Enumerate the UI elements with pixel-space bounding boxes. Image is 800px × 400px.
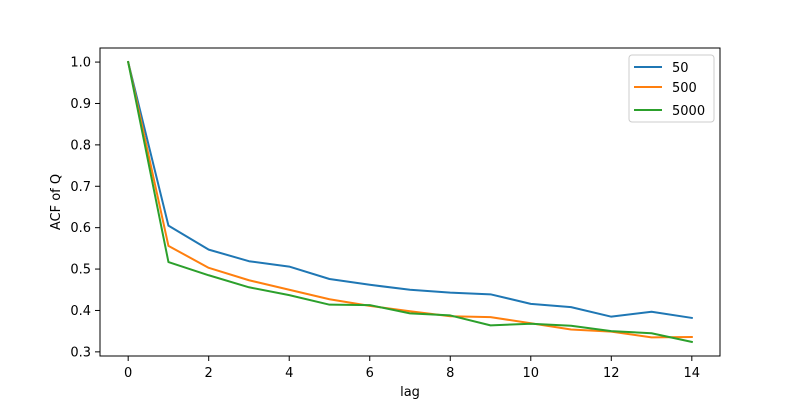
y-tick-label: 0.5 <box>70 263 91 278</box>
x-tick-label: 8 <box>446 366 454 381</box>
series-line-50 <box>126 60 693 320</box>
y-tick-label: 0.3 <box>70 345 91 360</box>
x-tick-label: 10 <box>523 366 540 381</box>
series-line-500 <box>126 60 693 339</box>
legend-label-5000: 5000 <box>672 104 705 119</box>
legend: 50 500 5000 <box>628 54 715 123</box>
x-tick-label: 12 <box>603 366 620 381</box>
x-tick-label: 0 <box>124 366 132 381</box>
legend-label-50: 50 <box>672 61 689 76</box>
y-tick-label: 0.6 <box>70 221 91 236</box>
y-tick-label: 0.8 <box>70 138 91 153</box>
y-axis-label: ACF of Q <box>49 174 64 230</box>
x-tick-label: 14 <box>684 366 701 381</box>
x-tick-label: 2 <box>205 366 213 381</box>
plot-frame <box>99 47 721 357</box>
legend-label-500: 500 <box>672 81 697 96</box>
x-tick-label: 6 <box>366 366 374 381</box>
y-tick-label: 0.4 <box>70 304 91 319</box>
legend-box <box>628 54 715 123</box>
series-layer <box>126 60 694 344</box>
y-tick-label: 0.9 <box>70 97 91 112</box>
x-axis-label: lag <box>400 385 420 400</box>
y-tick-label: 0.7 <box>70 180 91 195</box>
series-line-5000 <box>127 60 694 344</box>
y-tick-label: 1.0 <box>70 56 91 71</box>
ticks-layer: 0 2 4 6 8 10 12 14 0.3 0.4 0.5 0.6 0.7 0.8 0.9 1.0 <box>70 56 700 381</box>
x-tick-label: 4 <box>285 366 293 381</box>
